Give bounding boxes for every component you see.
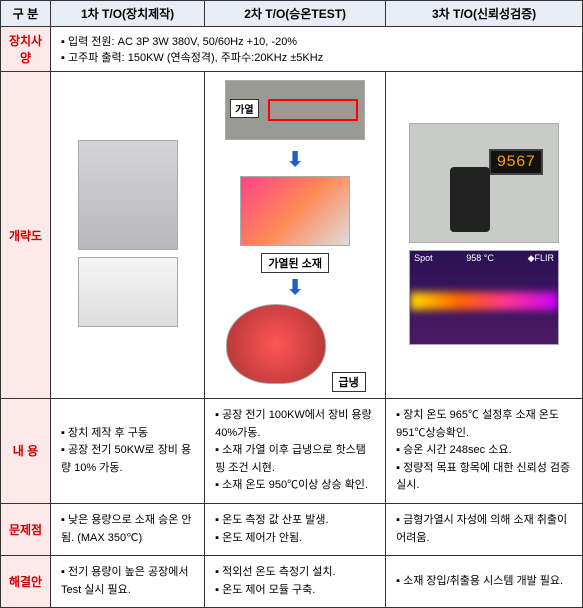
diagram-col1 bbox=[51, 72, 205, 399]
content1-a: 장치 제작 후 구동 bbox=[61, 425, 194, 443]
solution-col2: 적외선 온도 측정기 설치. 온도 제어 모듈 구축. bbox=[205, 556, 386, 608]
problem3: 금형가열시 자성에 의해 소재 취출이 어려움. bbox=[396, 512, 572, 547]
solution-col1: 전기 용량이 높은 공장에서 Test 실시 필요. bbox=[51, 556, 205, 608]
row-solution-label: 해결안 bbox=[1, 556, 51, 608]
thermal-overlay: Spot 958 °C ◆FLIR bbox=[414, 253, 554, 264]
temp-readout: 9567 bbox=[489, 149, 543, 175]
diagram-col3: 9567 Spot 958 °C ◆FLIR bbox=[386, 72, 583, 399]
thermal-brand-label: ◆FLIR bbox=[528, 253, 554, 264]
phone-image bbox=[450, 167, 490, 232]
content1-b: 공장 전기 50KW로 장비 용량 10% 가동. bbox=[61, 442, 194, 477]
heated-material-image bbox=[240, 176, 350, 246]
thermal-spot-label: Spot bbox=[414, 253, 433, 264]
content-col1: 장치 제작 후 구동 공장 전기 50KW로 장비 용량 10% 가동. bbox=[51, 399, 205, 504]
heating-highlight-box bbox=[268, 99, 358, 121]
solution2-b: 온도 제어 모듈 구축. bbox=[215, 582, 375, 600]
content3-c: 정량적 목표 항목에 대한 신뢰성 검증 실시. bbox=[396, 460, 572, 495]
spec-table: 구 분 1차 T/O(장치제작) 2차 T/O(승온TEST) 3차 T/O(신… bbox=[0, 0, 583, 608]
temp-display-image: 9567 bbox=[409, 123, 559, 243]
heating-image: 가열 bbox=[225, 80, 365, 140]
spec-line1: 입력 전원: AC 3P 3W 380V, 50/60Hz +10, -20% bbox=[61, 33, 572, 49]
quench-image bbox=[226, 304, 326, 384]
content3-a: 장치 온도 965℃ 설정후 소재 온도 951℃상승확인. bbox=[396, 407, 572, 442]
thermal-image: Spot 958 °C ◆FLIR bbox=[409, 250, 559, 345]
thermal-heat-bar bbox=[410, 292, 558, 310]
problem-col1: 낮은 용량으로 소재 승온 안됨. (MAX 350℃) bbox=[51, 503, 205, 555]
content3-b: 승온 시간 248sec 소요. bbox=[396, 442, 572, 460]
machine-image bbox=[78, 140, 178, 250]
arrow-down-icon-2: ⬇ bbox=[213, 275, 377, 300]
problem2-b: 온도 제어가 안됨. bbox=[215, 530, 375, 548]
quench-label: 급냉 bbox=[332, 372, 366, 392]
solution3: 소재 장입/취출용 시스템 개발 필요. bbox=[396, 573, 572, 591]
content2-a: 공장 전기 100KW에서 장비 용량 40%가동. bbox=[215, 407, 375, 442]
header-col3: 3차 T/O(신뢰성검증) bbox=[386, 1, 583, 27]
content-col3: 장치 온도 965℃ 설정후 소재 온도 951℃상승확인. 승온 시간 248… bbox=[386, 399, 583, 504]
row-spec-label: 장치사양 bbox=[1, 27, 51, 72]
spec-content: 입력 전원: AC 3P 3W 380V, 50/60Hz +10, -20% … bbox=[51, 27, 583, 72]
header-col1: 1차 T/O(장치제작) bbox=[51, 1, 205, 27]
header-col2: 2차 T/O(승온TEST) bbox=[205, 1, 386, 27]
diagram-col2: 가열 ⬇ 가열된 소재 ⬇ 급냉 bbox=[205, 72, 386, 399]
content2-b: 소재 가열 이후 급냉으로 핫스탬핑 조건 시현. bbox=[215, 442, 375, 477]
arrow-down-icon: ⬇ bbox=[213, 147, 377, 172]
content2-c: 소재 온도 950℃이상 상승 확인. bbox=[215, 477, 375, 495]
thermal-temp-label: 958 °C bbox=[466, 253, 494, 264]
control-panel-image bbox=[78, 257, 178, 327]
heated-material-label: 가열된 소재 bbox=[261, 253, 329, 273]
problem-col2: 온도 측정 값 산포 발생. 온도 제어가 안됨. bbox=[205, 503, 386, 555]
row-content-label: 내 용 bbox=[1, 399, 51, 504]
solution1: 전기 용량이 높은 공장에서 Test 실시 필요. bbox=[61, 564, 194, 599]
heating-label: 가열 bbox=[230, 99, 258, 118]
row-diagram-label: 개략도 bbox=[1, 72, 51, 399]
problem-col3: 금형가열시 자성에 의해 소재 취출이 어려움. bbox=[386, 503, 583, 555]
header-category: 구 분 bbox=[1, 1, 51, 27]
solution2-a: 적외선 온도 측정기 설치. bbox=[215, 564, 375, 582]
spec-line2: 고주파 출력: 150KW (연속정격), 주파수:20KHz ±5KHz bbox=[61, 49, 572, 65]
problem1: 낮은 용량으로 소재 승온 안됨. (MAX 350℃) bbox=[61, 512, 194, 547]
solution-col3: 소재 장입/취출용 시스템 개발 필요. bbox=[386, 556, 583, 608]
row-problem-label: 문제점 bbox=[1, 503, 51, 555]
problem2-a: 온도 측정 값 산포 발생. bbox=[215, 512, 375, 530]
content-col2: 공장 전기 100KW에서 장비 용량 40%가동. 소재 가열 이후 급냉으로… bbox=[205, 399, 386, 504]
